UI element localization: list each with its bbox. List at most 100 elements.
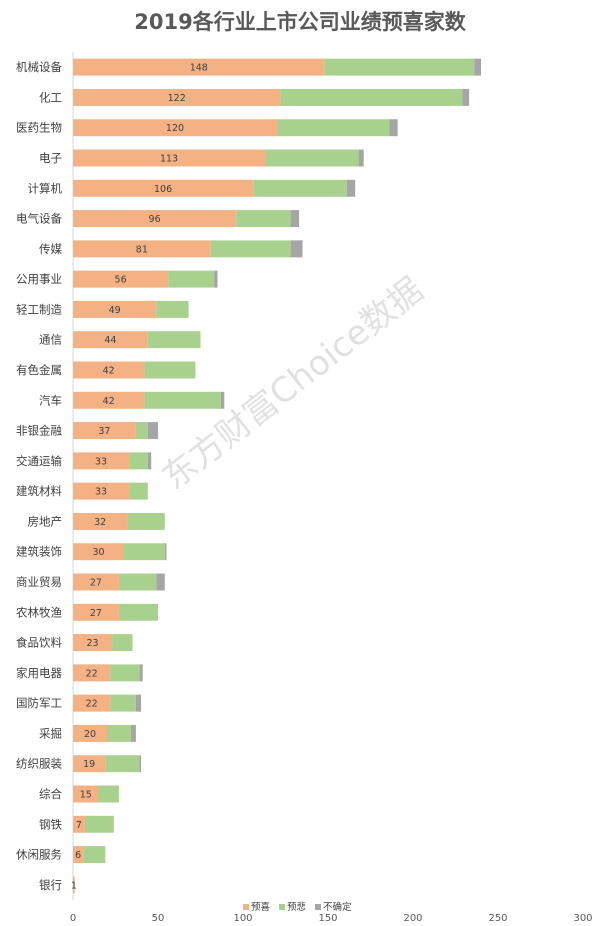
data-label: 1 [71, 880, 77, 891]
bar-segment [73, 634, 113, 652]
bar-segment [389, 119, 398, 137]
category-label: 国防军工 [16, 696, 62, 710]
bar-segment [73, 88, 281, 106]
bar-segment [290, 240, 303, 258]
category-label: 电子 [39, 151, 62, 165]
x-tick-label: 300 [573, 913, 592, 924]
category-label: 家用电器 [16, 666, 62, 680]
bar-segment [127, 512, 165, 530]
legend-label: 预喜 [251, 901, 271, 913]
bar-segment [118, 603, 158, 621]
data-label: 120 [166, 123, 184, 134]
bar-segment [110, 664, 140, 682]
bar-segment [144, 361, 196, 379]
bar-segment [265, 149, 359, 167]
data-label: 23 [87, 638, 99, 649]
bar-segment [474, 58, 481, 76]
bar-segment [73, 573, 119, 591]
bar-segment [253, 179, 347, 197]
bar-segment [73, 179, 254, 197]
bar-segment [73, 300, 157, 318]
bar-segment [118, 573, 157, 591]
bar-segment [73, 149, 266, 167]
bar-segment [73, 876, 75, 894]
bar-segment [139, 664, 143, 682]
category-label: 汽车 [39, 393, 62, 407]
bar-segment [105, 755, 140, 773]
bar-segment [130, 724, 136, 742]
data-label: 22 [86, 699, 98, 710]
x-tick-label: 100 [233, 913, 252, 924]
bar-segment [107, 724, 131, 742]
data-label: 113 [160, 154, 178, 165]
legend-swatch [243, 904, 249, 910]
x-tick-label: 150 [318, 913, 337, 924]
data-label: 33 [95, 487, 107, 498]
data-label: 32 [94, 517, 106, 528]
bar-segment [135, 694, 141, 712]
bar-segment [139, 755, 141, 773]
data-label: 148 [190, 63, 208, 74]
bar-segment [73, 512, 128, 530]
bar-segment [358, 149, 364, 167]
data-label: 27 [90, 578, 102, 589]
bar-segment [112, 634, 133, 652]
data-label: 42 [103, 366, 115, 377]
bar-segment [73, 210, 237, 228]
bar-segment [277, 119, 390, 137]
data-label: 6 [75, 850, 81, 861]
bar-segment [73, 422, 136, 440]
bar-segment [73, 270, 169, 288]
data-label: 20 [84, 729, 96, 740]
category-label: 交通运输 [16, 454, 62, 468]
bar-segment [73, 240, 211, 258]
bar-segment [236, 210, 291, 228]
category-label: 农林牧渔 [16, 605, 62, 619]
bar-segment [73, 755, 106, 773]
category-label: 轻工制造 [16, 302, 62, 316]
data-label: 44 [104, 335, 116, 346]
category-label: 计算机 [28, 181, 63, 195]
bar-segment [73, 815, 85, 833]
bar-segment [280, 88, 463, 106]
data-label: 19 [83, 759, 95, 770]
bar-segment [147, 331, 201, 349]
bar-segment [144, 391, 221, 409]
category-label: 纺织服装 [16, 757, 62, 771]
data-label: 122 [168, 93, 186, 104]
bar-segment [214, 270, 218, 288]
category-label: 综合 [39, 787, 62, 801]
data-label: 27 [90, 608, 102, 619]
category-label: 公用事业 [16, 272, 62, 286]
bar-segment [73, 785, 99, 803]
bar-segment [124, 543, 165, 561]
bar-segment [147, 422, 158, 440]
bar-segment [73, 543, 124, 561]
category-label: 医药生物 [16, 121, 62, 135]
category-label: 食品饮料 [16, 636, 62, 650]
bar-segment [73, 724, 107, 742]
category-label: 通信 [39, 333, 62, 347]
data-label: 56 [115, 275, 127, 286]
category-label: 休闲服务 [16, 848, 62, 862]
data-label: 30 [92, 547, 104, 558]
bar-segment [164, 543, 167, 561]
bar-segment [84, 815, 114, 833]
bar-segment [462, 88, 470, 106]
bar-segment [73, 391, 145, 409]
category-label: 非银金融 [16, 424, 62, 438]
data-label: 15 [80, 790, 92, 801]
bar-segment [135, 422, 148, 440]
bar-segment [73, 482, 130, 500]
category-label: 电气设备 [16, 212, 62, 226]
bar-segment [220, 391, 225, 409]
x-tick-label: 250 [488, 913, 507, 924]
bar-segment [168, 270, 215, 288]
category-label: 建筑材料 [16, 484, 62, 498]
data-label: 96 [149, 214, 161, 225]
category-label: 有色金属 [16, 363, 62, 377]
data-label: 7 [76, 820, 82, 831]
legend-swatch [315, 904, 321, 910]
category-label: 化工 [39, 90, 62, 104]
